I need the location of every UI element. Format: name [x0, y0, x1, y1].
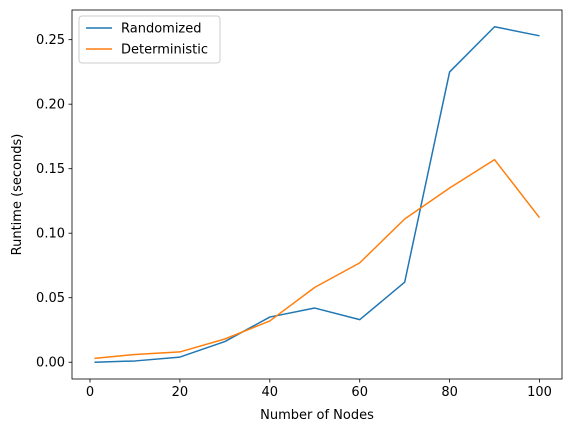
- y-tick-label: 0.15: [36, 162, 65, 177]
- y-tick-label: 0.20: [36, 98, 65, 113]
- y-tick-label: 0.25: [36, 33, 65, 48]
- y-axis-label: Runtime (seconds): [10, 134, 25, 256]
- x-axis-label: Number of Nodes: [260, 408, 374, 423]
- y-tick-label: 0.00: [36, 356, 65, 371]
- x-tick-label: 40: [262, 385, 279, 400]
- x-tick-label: 20: [172, 385, 189, 400]
- legend-label-randomized: Randomized: [121, 22, 202, 37]
- x-tick-label: 60: [351, 385, 368, 400]
- series-line-deterministic: [94, 158, 541, 360]
- x-tick-label: 100: [527, 385, 552, 400]
- x-tick-label: 80: [441, 385, 458, 400]
- plot-area: [94, 26, 541, 363]
- y-tick-label: 0.05: [36, 291, 65, 306]
- legend-label-deterministic: Deterministic: [121, 43, 208, 58]
- x-tick-label: 0: [86, 385, 94, 400]
- legend-box: [78, 15, 221, 64]
- y-tick-label: 0.10: [36, 227, 65, 242]
- series-line-randomized: [94, 26, 540, 363]
- legend: Randomized Deterministic: [78, 15, 221, 64]
- axes: 0 20 40 60 80 100 0.00 0.05 0.10 0.15 0.20 0.25: [36, 9, 563, 400]
- axes-frame: [71, 9, 563, 380]
